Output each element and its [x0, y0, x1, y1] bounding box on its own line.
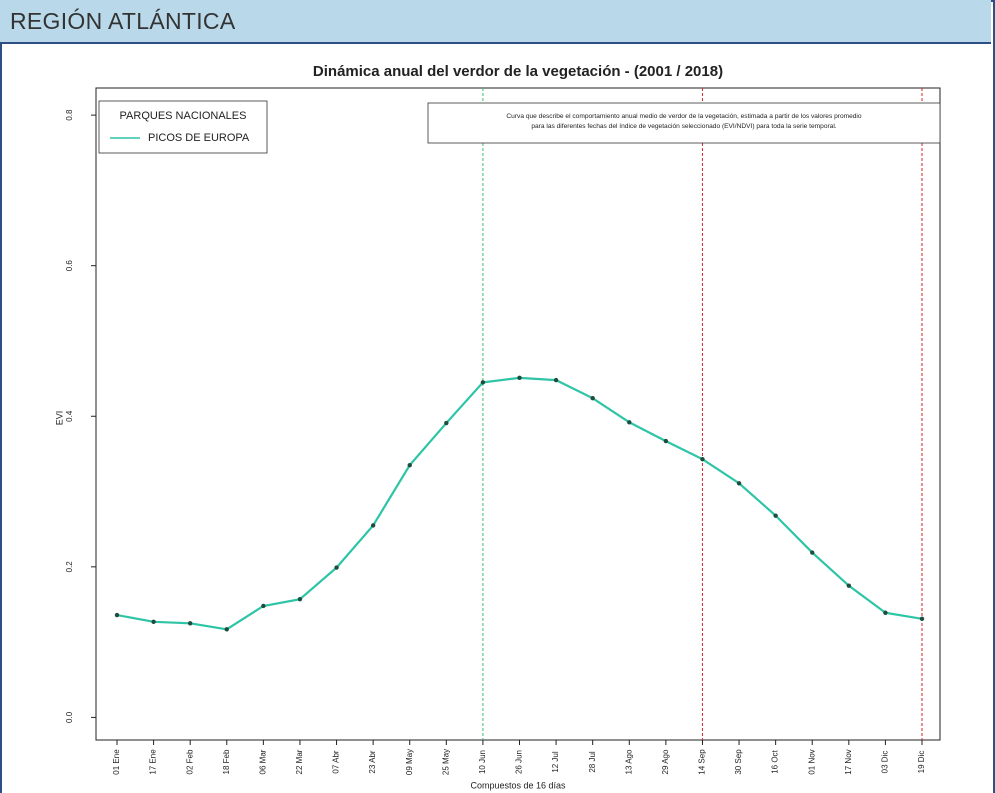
annotation-line: Curva que describe el comportamiento anu…: [506, 113, 861, 120]
plot-frame: [95, 87, 941, 741]
x-tick-label: 30 Sep: [734, 749, 743, 775]
annotation-box: [427, 102, 941, 144]
data-point: [627, 420, 632, 425]
legend-label: PICOS DE EUROPA: [148, 132, 250, 144]
chart-title: Dinámica anual del verdor de la vegetaci…: [313, 63, 723, 80]
x-tick-label: 03 Dic: [881, 751, 890, 774]
x-tick-label: 17 Nov: [844, 749, 853, 774]
x-axis-label: Compuestos de 16 días: [470, 780, 566, 790]
data-point: [187, 621, 193, 626]
data-point: [480, 380, 486, 385]
x-tick-label: 25 May: [441, 749, 450, 775]
y-axis-label: EVI: [54, 411, 64, 426]
data-point: [114, 612, 120, 618]
x-tick-label: 18 Feb: [222, 749, 231, 774]
data-point: [444, 420, 449, 426]
x-tick-label: 14 Sep: [698, 749, 707, 775]
y-tick-label: 0.8: [65, 109, 74, 121]
legend: PARQUES NACIONALES PICOS DE EUROPA: [98, 100, 268, 154]
data-point: [334, 565, 339, 570]
header: REGIÓN ATLÁNTICA: [0, 0, 991, 44]
x-tick-label: 26 Jun: [515, 750, 524, 774]
data-point: [407, 462, 412, 468]
x-tick-label: 29 Ago: [661, 749, 670, 774]
x-tick-label: 01 Ene: [112, 749, 121, 775]
header-title: REGIÓN ATLÁNTICA: [10, 8, 236, 34]
x-tick-label: 16 Oct: [771, 749, 780, 773]
data-point: [663, 438, 669, 444]
data-point: [297, 597, 303, 602]
data-point: [553, 377, 559, 383]
annotation: Curva que describe el comportamiento anu…: [427, 102, 941, 144]
data-point: [919, 616, 925, 621]
x-tick-label: 01 Nov: [807, 749, 816, 774]
x-tick-label: 06 Mar: [258, 749, 267, 774]
legend-title: PARQUES NACIONALES: [120, 110, 247, 122]
y-tick-label: 0.0: [65, 711, 74, 723]
x-tick-label: 23 Abr: [368, 750, 377, 773]
data-point: [883, 610, 888, 615]
data-point: [151, 619, 156, 624]
data-point: [700, 456, 705, 462]
y-tick-label: 0.4: [65, 410, 74, 422]
x-tick-label: 07 Abr: [332, 750, 341, 773]
x-tick-label: 09 May: [405, 749, 414, 775]
x-tick-label: 12 Jul: [551, 751, 560, 773]
data-point: [261, 603, 266, 609]
data-point: [370, 523, 376, 528]
data-point: [224, 627, 229, 632]
x-tick-label: 02 Feb: [185, 749, 194, 774]
x-tick-label: 19 Dic: [917, 751, 926, 774]
x-tick-label: 13 Ago: [624, 749, 633, 774]
x-tick-label: 22 Mar: [295, 749, 304, 774]
data-point: [810, 550, 815, 555]
data-point: [773, 513, 778, 518]
x-tick-label: 28 Jul: [588, 751, 597, 773]
data-point: [736, 481, 742, 486]
series-line: [116, 376, 923, 631]
data-point: [517, 375, 522, 381]
data-point: [846, 583, 852, 588]
data-point: [590, 395, 595, 401]
y-tick-label: 0.2: [65, 561, 74, 573]
x-tick-label: 17 Ene: [149, 749, 158, 775]
y-tick-label: 0.6: [65, 260, 74, 272]
x-tick-label: 10 Jun: [478, 750, 487, 774]
annotation-line: para las diferentes fechas del índice de…: [531, 123, 836, 130]
legend-box: [98, 100, 268, 154]
